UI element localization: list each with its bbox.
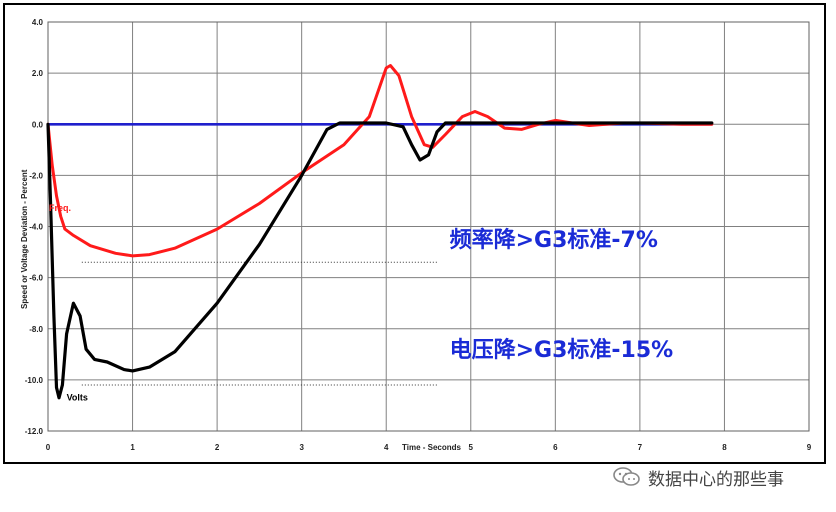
voltage-drop-annotation: 电压降>G3标准-15% bbox=[450, 337, 674, 363]
x-tick-label: 0 bbox=[46, 443, 51, 452]
y-axis-label: Speed or Voltage Deviation - Percent bbox=[20, 169, 29, 309]
x-tick-label: 7 bbox=[638, 443, 643, 452]
x-tick-label: 6 bbox=[553, 443, 558, 452]
y-tick-label: -6.0 bbox=[29, 274, 43, 283]
reference-lines bbox=[81, 261, 437, 386]
line-chart: 4.0 2.0 0.0 -2.0 -4.0 -6.0 -8.0 -10.0 -12.00 1 2 3 4… bbox=[20, 18, 812, 452]
axis-tick-labels: 4.0 2.0 0.0 -2.0 -4.0 -6.0 -8.0 -10.0 -12.00 1 2 3 4… bbox=[25, 18, 812, 452]
y-tick-label: -12.0 bbox=[25, 427, 44, 436]
volts-series-label: Volts bbox=[67, 392, 88, 402]
y-tick-label: -8.0 bbox=[29, 325, 43, 334]
x-tick-label: 1 bbox=[130, 443, 135, 452]
freq-drop-annotation: 频率降>G3标准-7% bbox=[450, 227, 658, 253]
chart-series bbox=[46, 64, 714, 400]
y-tick-label: -2.0 bbox=[29, 171, 43, 180]
watermark-text: 数据中心的那些事 bbox=[648, 469, 784, 490]
y-tick-label: 2.0 bbox=[32, 69, 44, 78]
watermark: 数据中心的那些事 bbox=[612, 463, 784, 491]
x-tick-label: 5 bbox=[469, 443, 474, 452]
chart-grid bbox=[47, 21, 810, 432]
chart-frame: 4.0 2.0 0.0 -2.0 -4.0 -6.0 -8.0 -10.0 -12.0 0 1 2 3 4… bbox=[3, 3, 826, 464]
x-axis-label: Time - Seconds bbox=[402, 443, 462, 452]
x-tick-label: 3 bbox=[299, 443, 304, 452]
x-tick-label: 9 bbox=[807, 443, 812, 452]
y-tick-label: -4.0 bbox=[29, 223, 43, 232]
x-tick-label: 8 bbox=[722, 443, 727, 452]
x-tick-label: 4 bbox=[384, 443, 389, 452]
y-tick-label: -10.0 bbox=[25, 376, 44, 385]
volts-series-line bbox=[46, 121, 714, 400]
y-tick-label: 0.0 bbox=[32, 120, 44, 129]
plot-area-border bbox=[47, 21, 810, 432]
wechat-icon bbox=[613, 467, 640, 486]
x-tick-label: 2 bbox=[215, 443, 220, 452]
y-tick-label: 4.0 bbox=[32, 18, 44, 27]
freq-series-label: Freq. bbox=[49, 203, 71, 213]
